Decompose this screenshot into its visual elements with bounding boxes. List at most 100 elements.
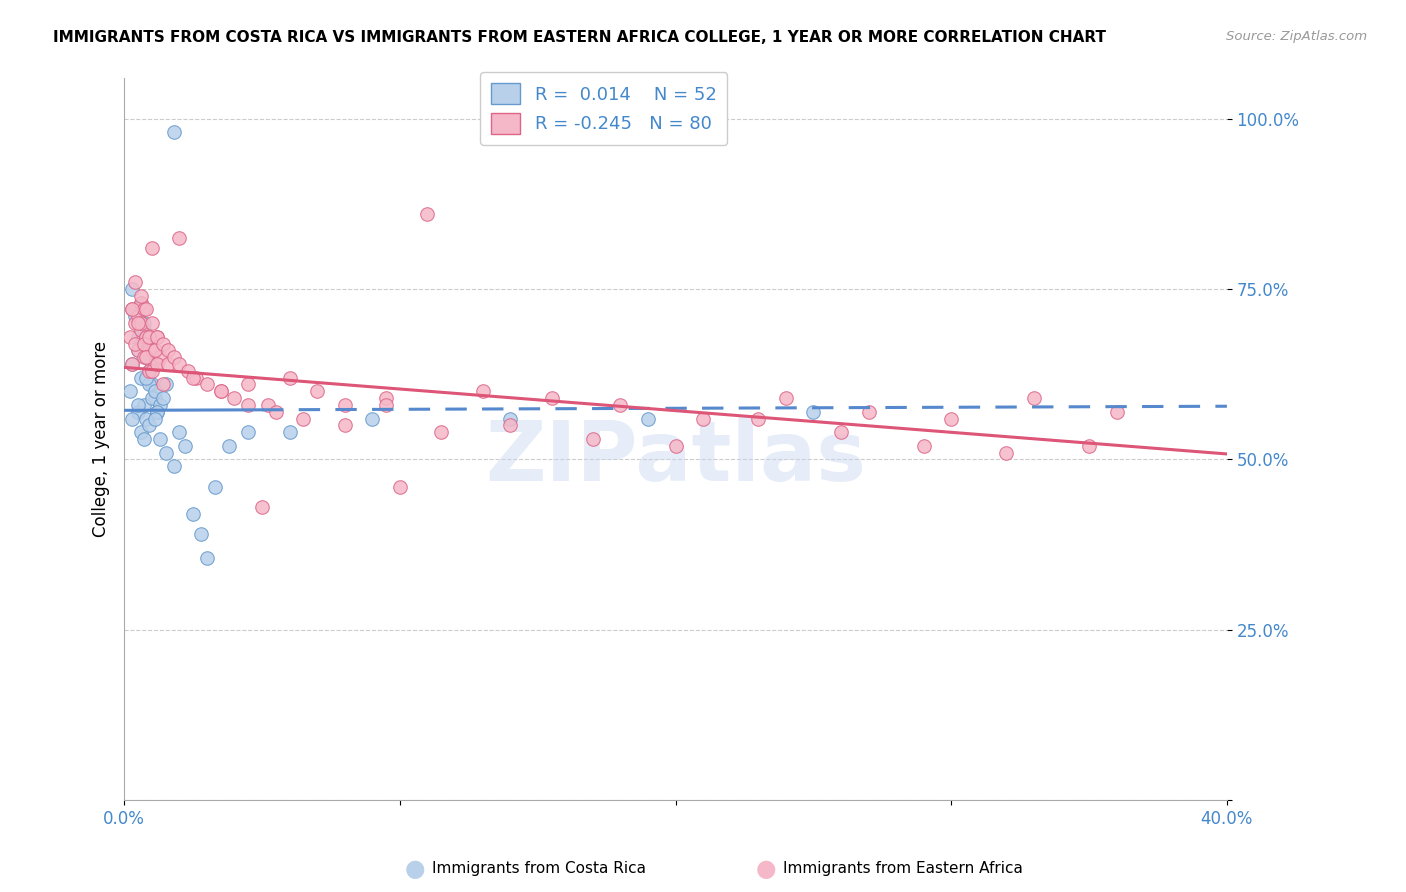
Point bbox=[121, 357, 143, 371]
Point bbox=[143, 384, 166, 399]
Point bbox=[124, 336, 146, 351]
Point bbox=[141, 343, 163, 358]
Point bbox=[218, 439, 240, 453]
Point bbox=[1022, 391, 1045, 405]
Point bbox=[157, 357, 180, 371]
Point bbox=[141, 241, 163, 255]
Point bbox=[129, 295, 152, 310]
Point bbox=[141, 364, 163, 378]
Point bbox=[173, 439, 195, 453]
Point bbox=[190, 527, 212, 541]
Point bbox=[124, 310, 146, 324]
Point bbox=[209, 384, 232, 399]
Point bbox=[375, 391, 398, 405]
Point bbox=[307, 384, 329, 399]
Point bbox=[132, 350, 155, 364]
Point bbox=[169, 231, 191, 245]
Point bbox=[127, 398, 149, 412]
Point bbox=[146, 405, 169, 419]
Point bbox=[132, 302, 155, 317]
Point bbox=[499, 418, 522, 433]
Point bbox=[152, 336, 174, 351]
Point bbox=[121, 302, 143, 317]
Point bbox=[416, 207, 439, 221]
Point bbox=[127, 405, 149, 419]
Y-axis label: College, 1 year or more: College, 1 year or more bbox=[93, 341, 110, 537]
Point bbox=[149, 432, 172, 446]
Legend: R =  0.014    N = 52, R = -0.245   N = 80: R = 0.014 N = 52, R = -0.245 N = 80 bbox=[481, 72, 727, 145]
Point bbox=[163, 125, 186, 139]
Point bbox=[582, 432, 605, 446]
Point bbox=[138, 377, 160, 392]
Point bbox=[132, 336, 155, 351]
Point bbox=[264, 405, 287, 419]
Point bbox=[146, 329, 169, 343]
Point bbox=[858, 405, 880, 419]
Point bbox=[333, 418, 356, 433]
Point bbox=[361, 411, 384, 425]
Point bbox=[135, 350, 157, 364]
Point bbox=[238, 377, 260, 392]
Point bbox=[152, 377, 174, 392]
Point bbox=[138, 329, 160, 343]
Point bbox=[149, 398, 172, 412]
Text: Immigrants from Costa Rica: Immigrants from Costa Rica bbox=[432, 862, 645, 876]
Point bbox=[141, 357, 163, 371]
Point bbox=[256, 398, 278, 412]
Point bbox=[540, 391, 562, 405]
Point bbox=[135, 302, 157, 317]
Point bbox=[155, 445, 177, 459]
Point bbox=[184, 370, 207, 384]
Point bbox=[176, 364, 198, 378]
Point bbox=[129, 329, 152, 343]
Point bbox=[132, 323, 155, 337]
Point bbox=[238, 425, 260, 439]
Point bbox=[250, 500, 273, 515]
Point bbox=[127, 329, 149, 343]
Point bbox=[127, 343, 149, 358]
Point bbox=[169, 425, 191, 439]
Point bbox=[637, 411, 659, 425]
Point bbox=[1078, 439, 1101, 453]
Point bbox=[127, 316, 149, 330]
Text: ZIPatlas: ZIPatlas bbox=[485, 417, 866, 498]
Point bbox=[129, 370, 152, 384]
Point bbox=[912, 439, 935, 453]
Point bbox=[609, 398, 631, 412]
Point bbox=[471, 384, 494, 399]
Point bbox=[775, 391, 797, 405]
Text: ●: ● bbox=[405, 857, 425, 880]
Point bbox=[664, 439, 686, 453]
Point bbox=[141, 391, 163, 405]
Point bbox=[135, 411, 157, 425]
Point bbox=[692, 411, 714, 425]
Point bbox=[129, 316, 152, 330]
Point bbox=[127, 310, 149, 324]
Point bbox=[388, 480, 411, 494]
Point bbox=[803, 405, 825, 419]
Point bbox=[146, 329, 169, 343]
Point bbox=[499, 411, 522, 425]
Point bbox=[747, 411, 769, 425]
Point bbox=[129, 295, 152, 310]
Point bbox=[132, 432, 155, 446]
Point bbox=[129, 425, 152, 439]
Point bbox=[995, 445, 1018, 459]
Point bbox=[157, 343, 180, 358]
Point bbox=[138, 364, 160, 378]
Point bbox=[181, 370, 204, 384]
Point bbox=[124, 316, 146, 330]
Point bbox=[132, 316, 155, 330]
Point bbox=[209, 384, 232, 399]
Point bbox=[121, 357, 143, 371]
Point bbox=[135, 329, 157, 343]
Text: ●: ● bbox=[756, 857, 776, 880]
Point bbox=[278, 425, 301, 439]
Point bbox=[333, 398, 356, 412]
Point bbox=[121, 282, 143, 296]
Text: IMMIGRANTS FROM COSTA RICA VS IMMIGRANTS FROM EASTERN AFRICA COLLEGE, 1 YEAR OR : IMMIGRANTS FROM COSTA RICA VS IMMIGRANTS… bbox=[53, 30, 1107, 45]
Point bbox=[135, 350, 157, 364]
Point bbox=[138, 364, 160, 378]
Point bbox=[163, 459, 186, 474]
Text: Immigrants from Eastern Africa: Immigrants from Eastern Africa bbox=[783, 862, 1024, 876]
